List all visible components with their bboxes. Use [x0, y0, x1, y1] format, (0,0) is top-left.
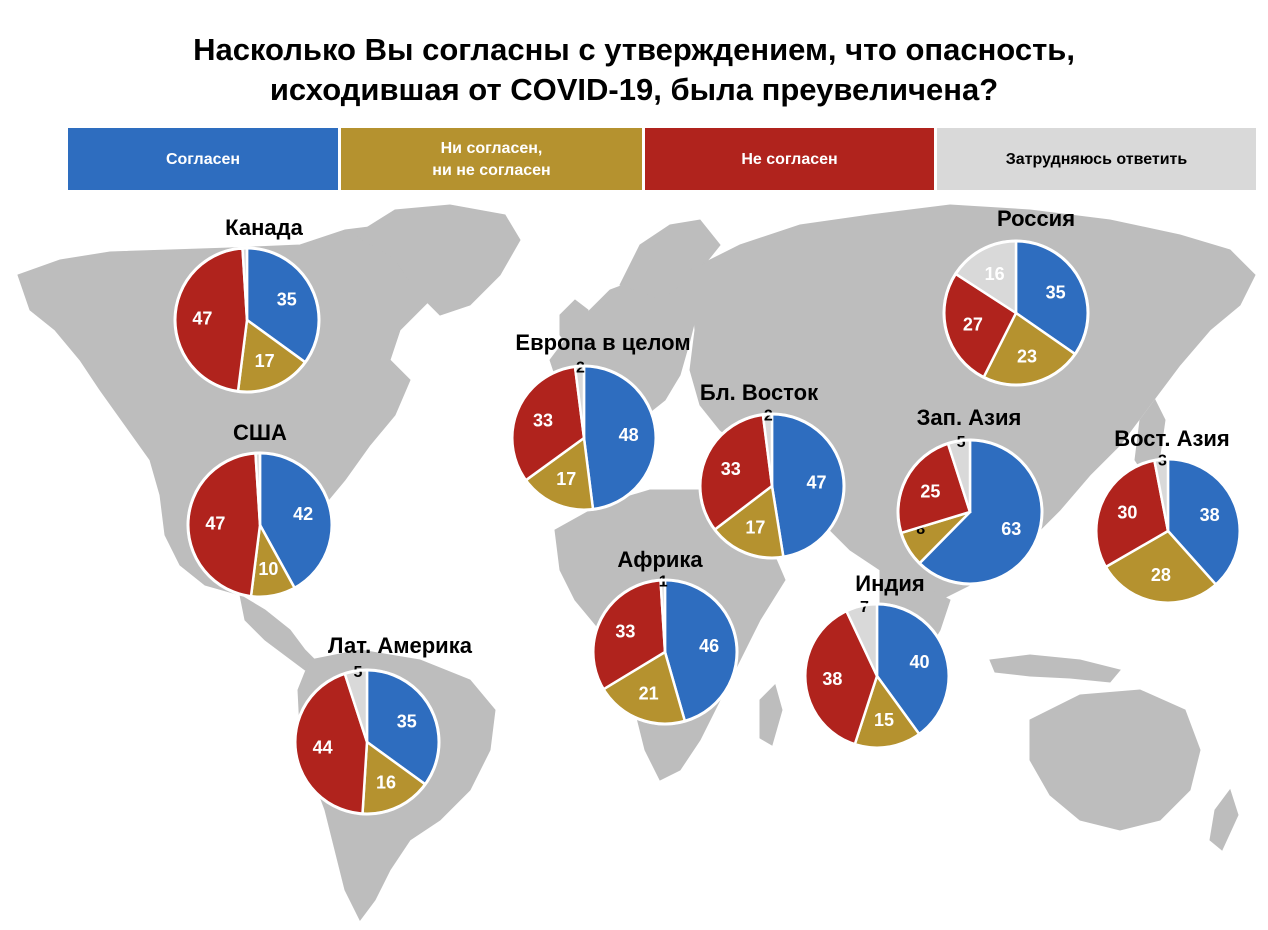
- pie-0: 35 17 47 Канада: [173, 215, 321, 394]
- legend-item-1: Ни согласен, ни не согласен: [341, 128, 645, 190]
- legend-label: Не согласен: [741, 151, 838, 168]
- pie-outline: [173, 246, 321, 394]
- slice-label: 7: [860, 599, 869, 616]
- legend-item-3: Затрудняюсь ответить: [937, 128, 1256, 190]
- slice-label: 33: [533, 410, 553, 430]
- pie-8: 40 15 38 7 Индия: [803, 571, 951, 750]
- pie-title: США: [233, 420, 287, 445]
- slice-label: 46: [699, 636, 719, 656]
- slice-label: 17: [556, 469, 576, 489]
- pie-outline: [1094, 457, 1242, 605]
- slice-label: 23: [1017, 346, 1037, 366]
- slice-label: 63: [1001, 519, 1021, 539]
- pie-outline: [896, 438, 1044, 586]
- slice-label: 35: [1046, 282, 1066, 302]
- pie-title: Лат. Америка: [328, 633, 473, 658]
- slice-label: 44: [313, 738, 333, 758]
- slice-label: 10: [258, 559, 278, 579]
- legend-item-0: Согласен: [68, 128, 341, 190]
- slice-label: 42: [293, 504, 313, 524]
- pie-outline: [803, 602, 951, 750]
- pie-outline: [698, 412, 846, 560]
- slice-label: 16: [376, 772, 396, 792]
- pie-outline: [186, 451, 334, 599]
- slice-label: 40: [909, 652, 929, 672]
- chart-title-line-1: Насколько Вы согласны с утверждением, чт…: [193, 32, 1075, 67]
- slice-label: 35: [277, 290, 297, 310]
- pie-title: Бл. Восток: [700, 380, 819, 405]
- pie-outline: [942, 239, 1090, 387]
- slice-label: 38: [822, 669, 842, 689]
- slice-label: 47: [806, 473, 826, 493]
- slice-label: 8: [916, 521, 925, 538]
- pie-9: 38 28 30 3 Вост. Азия: [1094, 426, 1242, 605]
- slice-label: 30: [1117, 503, 1137, 523]
- slice-label: 38: [1200, 505, 1220, 525]
- pie-3: 48 17 33 2 Европа в целом: [510, 330, 691, 512]
- slice-label: 21: [639, 684, 659, 704]
- pie-2: 35 16 44 5 Лат. Америка: [293, 633, 473, 816]
- slice-label: 17: [255, 351, 275, 371]
- pie-outline: [591, 578, 739, 726]
- chart-title-line-2: исходившая от COVID-19, была преувеличен…: [269, 72, 999, 107]
- chart-title: Насколько Вы согласны с утверждением, чт…: [0, 30, 1268, 110]
- legend-item-2: Не согласен: [645, 128, 937, 190]
- pie-title: Россия: [997, 206, 1075, 231]
- slice-label: 2: [764, 408, 773, 425]
- pie-title: Зап. Азия: [917, 405, 1022, 430]
- pie-7: 63 8 25 5 Зап. Азия: [896, 405, 1044, 586]
- slice-label: 28: [1151, 565, 1171, 585]
- legend-label: Ни согласен,: [440, 140, 543, 157]
- slice-label: 25: [920, 481, 940, 501]
- pie-title: Индия: [855, 571, 924, 596]
- slice-label: 47: [192, 309, 212, 329]
- slice-label: 33: [615, 621, 635, 641]
- slice-label: 27: [963, 315, 983, 335]
- pie-outline: [293, 668, 441, 816]
- slice-label: 17: [745, 517, 765, 537]
- legend-label: Согласен: [165, 151, 241, 168]
- pie-title: Канада: [225, 215, 303, 240]
- legend-label: Затрудняюсь ответить: [1005, 151, 1188, 168]
- pie-title: Африка: [617, 547, 703, 572]
- slice-label: 3: [1158, 453, 1167, 470]
- pie-4: 47 17 33 2 Бл. Восток: [698, 380, 846, 560]
- pie-6: 35 23 27 16 Россия: [942, 206, 1090, 387]
- slice-label: 47: [205, 514, 225, 534]
- slice-label: 15: [874, 710, 894, 730]
- pie-title: Вост. Азия: [1114, 426, 1230, 451]
- pie-title: Европа в целом: [515, 330, 690, 355]
- slice-label: 48: [619, 425, 639, 445]
- slice-label: 33: [721, 459, 741, 479]
- slice-label: 5: [354, 664, 363, 681]
- slice-label: 1: [659, 573, 668, 590]
- legend: Согласен Ни согласен, ни не согласен Не сог…: [68, 128, 1256, 190]
- slice-label: 35: [397, 712, 417, 732]
- legend-label: ни не согласен: [432, 162, 551, 179]
- slice-label: 5: [957, 434, 966, 451]
- slice-label: 16: [985, 264, 1005, 284]
- world-map-background: [17, 204, 1256, 921]
- pie-1: 42 10 47 США: [186, 420, 334, 599]
- slice-label: 2: [576, 360, 585, 377]
- pie-outline: [510, 364, 658, 512]
